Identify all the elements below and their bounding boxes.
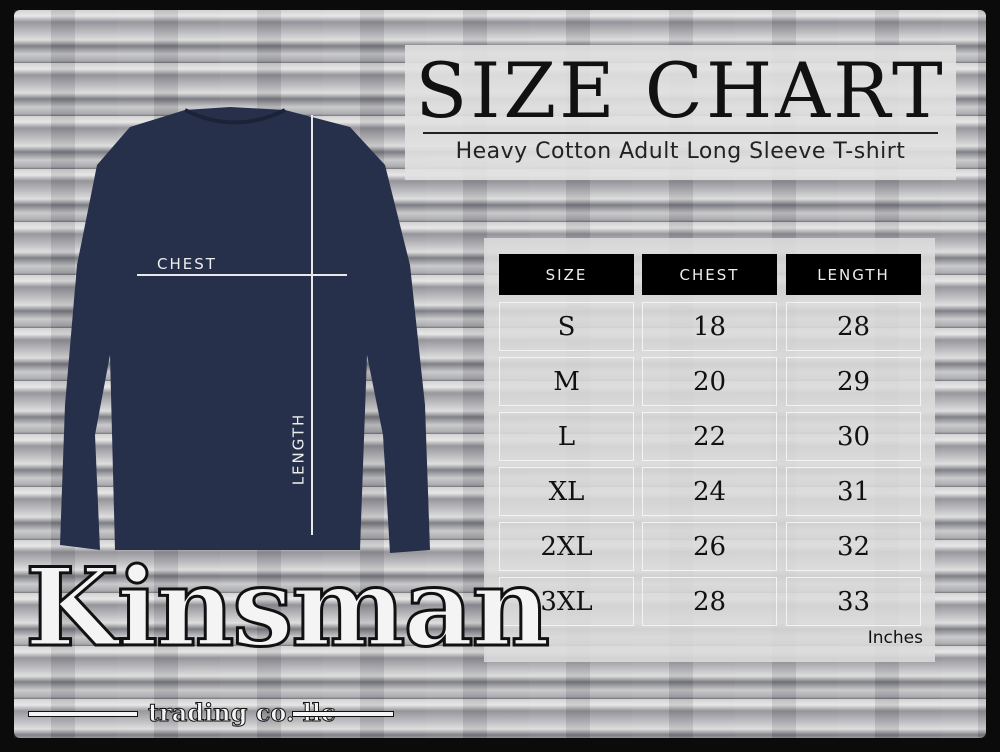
cell-size: S (499, 302, 634, 351)
cell-size: L (499, 412, 634, 461)
long-sleeve-shirt-illustration (60, 107, 430, 553)
cell-size: 3XL (499, 577, 634, 626)
cell-chest: 28 (642, 577, 777, 626)
product-subtitle: Heavy Cotton Adult Long Sleeve T-shirt (455, 139, 906, 164)
cell-size: M (499, 357, 634, 406)
size-table: SIZE CHEST LENGTH S 18 28 M 20 29 L 22 30 XL 24 31 2… (484, 238, 935, 662)
header-chest: CHEST (642, 254, 777, 295)
cell-chest: 24 (642, 467, 777, 516)
chest-label: CHEST (157, 255, 217, 273)
brand-logo: Kinsman (24, 545, 552, 671)
cell-size: XL (499, 467, 634, 516)
shirt-body (60, 107, 430, 553)
cell-size: 2XL (499, 522, 634, 571)
title-panel: SIZE CHART Heavy Cotton Adult Long Sleev… (405, 45, 956, 180)
cell-chest: 18 (642, 302, 777, 351)
cell-chest: 26 (642, 522, 777, 571)
logo-ornament-left (28, 711, 138, 717)
length-label: LENGTH (289, 412, 308, 486)
cell-length: 30 (786, 412, 921, 461)
cell-length: 33 (786, 577, 921, 626)
header-size: SIZE (499, 254, 634, 295)
cell-length: 32 (786, 522, 921, 571)
page-title: SIZE CHART (415, 46, 946, 135)
cell-length: 28 (786, 302, 921, 351)
header-length: LENGTH (786, 254, 921, 295)
logo-ornament-right (292, 711, 394, 717)
cell-length: 29 (786, 357, 921, 406)
cell-chest: 20 (642, 357, 777, 406)
cell-chest: 22 (642, 412, 777, 461)
title-divider (423, 132, 938, 134)
units-label: Inches (867, 628, 923, 648)
cell-length: 31 (786, 467, 921, 516)
